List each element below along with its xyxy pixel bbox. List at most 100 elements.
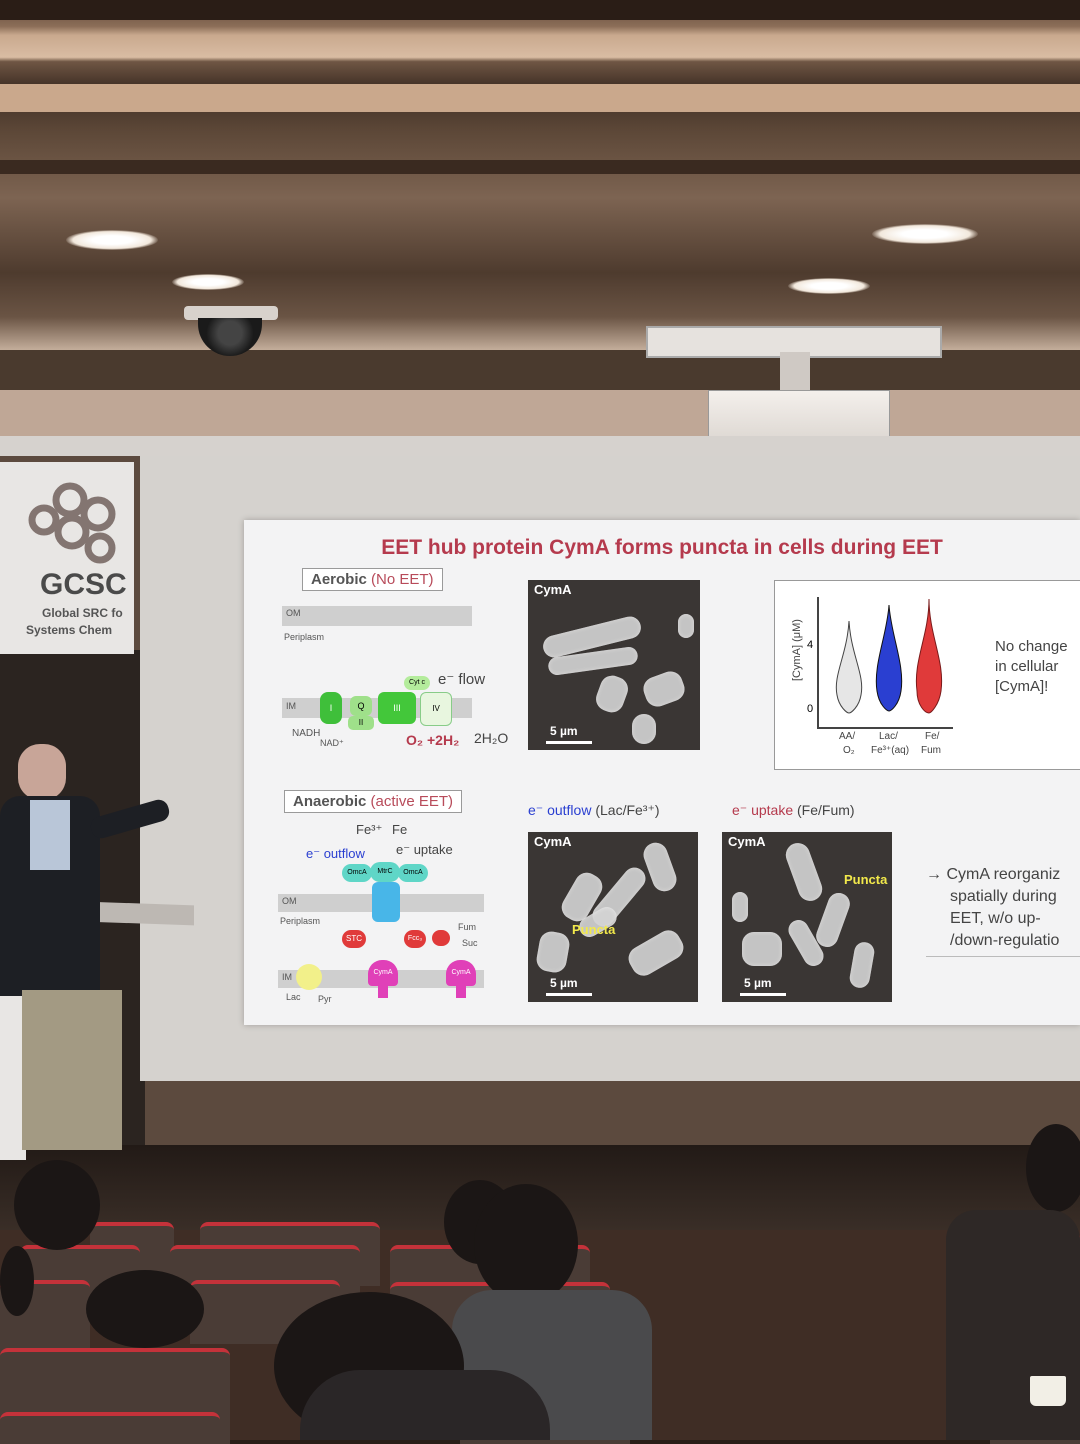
cytc-icon: Cyt c — [404, 676, 430, 690]
uptake-header: e⁻ uptake (Fe/Fum) — [732, 802, 855, 819]
e-uptake-label: e⁻ uptake — [396, 842, 453, 857]
mtrc-icon: MtrC — [370, 862, 400, 882]
fcc3-icon: Fcc₃ — [404, 930, 426, 948]
fccb-icon — [432, 930, 450, 946]
violin-plot-panel: [CymA] (μM) 4 0 AA/ O₂ Lac/ Fe³⁺(aq) Fe/… — [774, 580, 1080, 770]
o2-reaction-label: O₂ +2H₂ — [406, 732, 460, 748]
complex-4-icon: IV — [420, 692, 452, 726]
micro-label: CymA — [534, 834, 572, 849]
speaker-shirt — [30, 800, 70, 870]
ceiling-beam — [0, 0, 1080, 20]
stc-icon: STC — [342, 930, 366, 948]
no-change-line-3: [CymA]! — [995, 678, 1049, 695]
lac-label: Lac — [286, 992, 301, 1002]
violin-aa-o2 — [835, 620, 863, 714]
violin-cat-3b: Fum — [921, 745, 941, 756]
outer-membrane-bar — [282, 606, 472, 626]
h2o-label: 2H₂O — [474, 730, 509, 746]
conclusion-line-2: spatially during — [950, 888, 1057, 905]
projector-arm — [780, 352, 810, 392]
logo-text: GCSC — [40, 568, 127, 601]
complex-3-icon: III — [378, 692, 416, 724]
audience-head — [0, 1246, 34, 1316]
violin-cat-3a: Fe/ — [925, 731, 940, 742]
anaerobic-sub: (active EET) — [370, 793, 454, 810]
audience-head-back — [300, 1370, 550, 1440]
violin-y-label: [CymA] (μM) — [791, 619, 803, 681]
uptake-header-prefix: e⁻ uptake — [732, 802, 794, 818]
puncta-label: Puncta — [844, 872, 888, 887]
audience-head — [1026, 1124, 1080, 1212]
fe3-label: Fe³⁺ — [356, 822, 383, 837]
fe-label: Fe — [392, 822, 408, 837]
violin-tick-4: 4 — [807, 639, 814, 651]
violin-y-axis — [817, 597, 819, 727]
outflow-header: e⁻ outflow (Lac/Fe³⁺) — [528, 802, 660, 819]
conclusion-note: → CymA reorganiz spatially during EET, w… — [926, 864, 1080, 957]
cyma-stem-left — [378, 984, 388, 998]
puncta-label: Puncta — [572, 922, 616, 937]
violin-cat-1b: O₂ — [843, 745, 855, 756]
speaker-head — [18, 744, 66, 800]
no-change-line-1: No change — [995, 638, 1068, 655]
cyma-icon-right: CymA — [446, 960, 476, 986]
slide-title: EET hub protein CymA forms puncta in cel… — [381, 536, 943, 559]
fum-label: Fum — [458, 922, 476, 932]
om-label-2: OM — [282, 896, 297, 906]
scale-label: 5 µm — [744, 976, 772, 990]
micro-image-outflow: CymA Puncta 5 µm — [528, 832, 698, 1002]
omca-left-icon: OmcA — [342, 864, 372, 882]
outflow-header-cond: (Lac/Fe³⁺) — [595, 802, 660, 818]
outflow-header-prefix: e⁻ outflow — [528, 802, 592, 818]
pyr-label: Pyr — [318, 994, 332, 1004]
conclusion-line-3: EET, w/o up- — [950, 910, 1041, 927]
ceiling-panel — [0, 390, 1080, 440]
scale-bar — [546, 741, 592, 744]
audience-head — [14, 1160, 100, 1250]
conclusion-line-1: → CymA reorganiz — [926, 866, 1061, 883]
no-change-line-2: in cellular — [995, 658, 1059, 675]
micro-label: CymA — [534, 582, 572, 597]
audience-head — [474, 1184, 578, 1304]
violin-cat-2b: Fe³⁺(aq) — [871, 745, 910, 756]
ceiling-beam — [0, 160, 1080, 174]
cyma-icon-left: CymA — [368, 960, 398, 986]
suc-label: Suc — [462, 938, 478, 948]
screen-top-frame — [0, 436, 1080, 456]
audience-head — [86, 1270, 204, 1348]
periplasm-label-2: Periplasm — [280, 916, 321, 926]
violin-fe-fum — [915, 598, 943, 714]
ceiling-light — [66, 230, 158, 250]
complex-2-icon: II — [348, 716, 374, 730]
aerobic-text: Aerobic — [311, 571, 367, 588]
periplasm-label: Periplasm — [284, 632, 325, 642]
anaerobic-text: Anaerobic — [293, 793, 367, 810]
slide: EET hub protein CymA forms puncta in cel… — [244, 520, 1080, 1025]
aerobic-label: Aerobic (No EET) — [302, 568, 443, 591]
violin-tick-0: 0 — [807, 703, 814, 715]
ceiling-light — [872, 224, 978, 244]
violin-x-axis — [817, 727, 953, 729]
im-label: IM — [286, 701, 296, 711]
om-label: OM — [286, 608, 301, 618]
no-change-note: No change in cellular [CymA]! — [995, 637, 1068, 697]
violin-cat-1a: AA/ — [839, 731, 856, 742]
dld-icon — [296, 964, 322, 990]
micro-label: CymA — [728, 834, 766, 849]
e-outflow-label: e⁻ outflow — [306, 846, 365, 861]
camera-mount — [184, 306, 278, 320]
anaerobic-label: Anaerobic (active EET) — [284, 790, 463, 813]
violin-shapes — [835, 598, 943, 714]
gcsc-logo-banner: GCSC Global SRC fo Systems Chem — [0, 462, 134, 654]
scale-bar — [740, 993, 786, 996]
conclusion-line-4: /down-regulatio — [950, 932, 1060, 949]
speaker-trousers — [22, 990, 122, 1150]
scale-bar — [546, 993, 592, 996]
logo-line-1: Global SRC fo — [42, 606, 123, 620]
ceiling-light — [788, 278, 870, 294]
im-label-2: IM — [282, 972, 292, 982]
logo-hexagon-icon — [28, 482, 116, 564]
paper-cup-icon — [1030, 1376, 1066, 1406]
logo-line-2: Systems Chem — [26, 623, 113, 637]
micro-image-uptake: CymA Puncta 5 µm — [722, 832, 892, 1002]
